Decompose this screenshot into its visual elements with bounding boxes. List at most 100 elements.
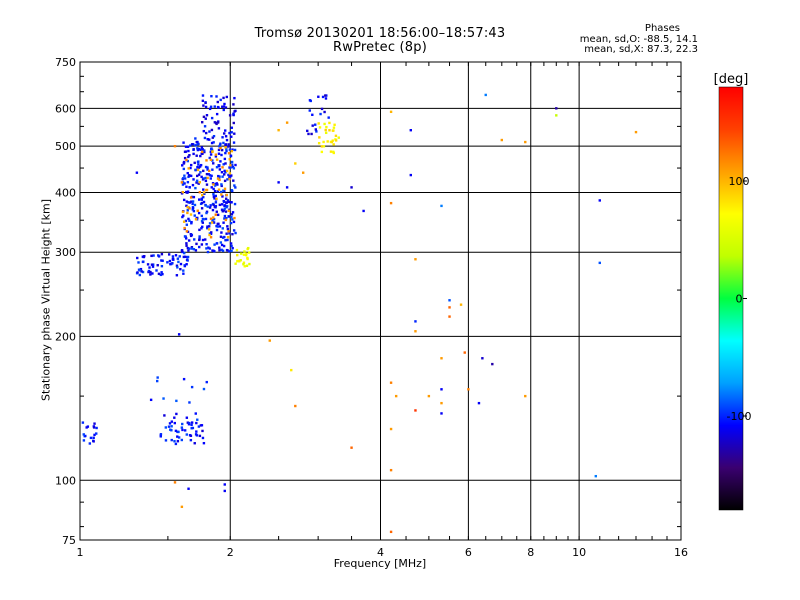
data-point bbox=[212, 216, 215, 219]
data-point bbox=[225, 149, 228, 153]
data-point bbox=[242, 253, 246, 256]
data-point bbox=[197, 182, 200, 185]
data-point bbox=[185, 185, 188, 188]
data-point bbox=[223, 207, 227, 210]
data-point bbox=[594, 474, 598, 478]
data-point bbox=[175, 274, 179, 277]
data-point bbox=[208, 156, 211, 160]
data-point bbox=[196, 209, 199, 212]
data-point bbox=[188, 154, 191, 157]
data-point bbox=[187, 167, 190, 170]
data-point bbox=[221, 195, 224, 198]
data-point bbox=[229, 164, 232, 167]
data-point bbox=[227, 145, 230, 148]
data-point bbox=[191, 183, 195, 187]
data-point bbox=[206, 176, 209, 180]
data-point bbox=[141, 270, 145, 274]
data-point bbox=[202, 195, 205, 199]
data-point bbox=[224, 106, 228, 109]
data-point bbox=[234, 231, 237, 235]
data-point bbox=[212, 217, 216, 221]
data-point bbox=[194, 168, 197, 172]
data-point bbox=[160, 252, 164, 256]
data-point bbox=[210, 174, 213, 178]
data-point bbox=[219, 146, 222, 150]
data-point bbox=[315, 130, 318, 133]
data-point bbox=[142, 260, 145, 263]
data-point bbox=[223, 173, 226, 176]
data-point bbox=[216, 177, 220, 180]
data-point bbox=[329, 150, 333, 153]
data-point bbox=[330, 140, 334, 144]
data-point bbox=[463, 351, 466, 354]
data-point bbox=[333, 123, 336, 126]
data-point bbox=[224, 239, 227, 242]
data-point bbox=[192, 148, 195, 151]
data-point bbox=[227, 215, 231, 218]
data-point bbox=[224, 170, 227, 174]
data-point bbox=[198, 238, 201, 242]
data-point bbox=[182, 214, 185, 217]
data-point bbox=[232, 121, 235, 125]
data-point bbox=[234, 262, 237, 265]
data-point bbox=[194, 137, 197, 140]
data-point bbox=[185, 230, 189, 233]
data-point bbox=[215, 182, 218, 185]
data-point bbox=[225, 217, 228, 220]
data-point bbox=[161, 272, 164, 276]
data-point bbox=[219, 235, 223, 238]
data-point bbox=[327, 116, 330, 119]
data-point bbox=[209, 236, 213, 239]
data-point bbox=[206, 166, 209, 169]
data-point bbox=[194, 218, 198, 221]
data-point bbox=[216, 225, 219, 228]
data-point bbox=[217, 188, 221, 191]
data-point bbox=[225, 169, 229, 173]
data-point bbox=[205, 183, 209, 186]
data-point bbox=[202, 115, 206, 119]
data-point bbox=[176, 266, 179, 269]
data-point bbox=[230, 244, 233, 248]
data-point bbox=[175, 399, 178, 403]
data-point bbox=[183, 177, 187, 180]
data-point bbox=[222, 221, 225, 224]
data-point bbox=[176, 257, 180, 260]
data-point bbox=[197, 166, 201, 169]
data-point bbox=[204, 117, 207, 120]
colorbar-ticks: 100 0 -100 bbox=[727, 175, 752, 423]
data-point bbox=[196, 165, 199, 169]
data-points bbox=[81, 93, 638, 534]
data-point bbox=[211, 182, 215, 185]
data-point bbox=[215, 228, 219, 232]
data-point bbox=[197, 163, 200, 166]
data-point bbox=[148, 266, 151, 269]
data-point bbox=[190, 247, 194, 250]
data-point bbox=[190, 421, 194, 424]
data-point bbox=[322, 145, 326, 148]
data-point bbox=[233, 216, 236, 220]
colorbar-tick-label: -100 bbox=[727, 410, 752, 423]
data-point bbox=[215, 158, 219, 161]
data-point bbox=[205, 211, 208, 215]
data-point bbox=[217, 152, 221, 155]
data-point bbox=[409, 128, 412, 132]
data-point bbox=[221, 236, 225, 239]
data-point bbox=[294, 404, 297, 408]
data-point bbox=[223, 157, 227, 161]
data-point bbox=[210, 221, 214, 224]
data-point bbox=[244, 253, 248, 257]
data-point bbox=[334, 139, 338, 142]
data-point bbox=[200, 227, 203, 230]
data-point bbox=[224, 129, 227, 132]
data-point bbox=[200, 214, 204, 218]
data-point bbox=[174, 429, 178, 433]
data-point bbox=[311, 113, 314, 117]
data-point bbox=[307, 132, 310, 136]
data-point bbox=[152, 254, 155, 257]
data-point bbox=[184, 255, 187, 258]
data-point bbox=[182, 160, 186, 164]
data-point bbox=[206, 205, 209, 208]
data-point bbox=[232, 167, 236, 170]
data-point bbox=[211, 208, 215, 212]
data-point bbox=[223, 187, 227, 190]
